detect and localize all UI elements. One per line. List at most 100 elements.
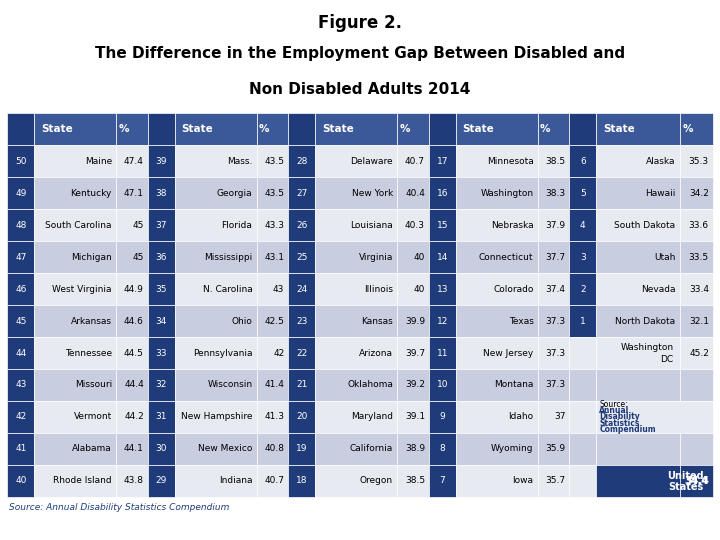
Bar	[7, 369, 35, 401]
Bar	[175, 401, 256, 433]
Bar	[148, 337, 175, 369]
Bar	[7, 241, 35, 273]
Text: Wyoming: Wyoming	[491, 444, 534, 454]
Bar	[428, 145, 456, 177]
Text: 13: 13	[436, 285, 448, 294]
Text: Wisconsin: Wisconsin	[207, 381, 253, 389]
Text: 38.5: 38.5	[405, 476, 425, 485]
Bar	[116, 337, 148, 369]
Bar	[397, 177, 428, 210]
Bar	[428, 369, 456, 401]
Text: 41: 41	[15, 444, 27, 454]
Bar	[315, 433, 397, 465]
Text: State: State	[322, 124, 354, 134]
Text: 33.4: 33.4	[689, 285, 708, 294]
Text: Maryland: Maryland	[351, 413, 393, 421]
Text: 40: 40	[413, 253, 425, 262]
Bar	[456, 465, 538, 497]
Text: States: States	[668, 482, 703, 492]
Bar	[148, 433, 175, 465]
Bar	[596, 113, 680, 145]
Text: South Carolina: South Carolina	[45, 221, 112, 230]
Text: 45.2: 45.2	[690, 348, 709, 357]
Bar	[148, 305, 175, 337]
Text: 42: 42	[273, 348, 284, 357]
Text: The Difference in the Employment Gap Between Disabled and: The Difference in the Employment Gap Bet…	[95, 46, 625, 62]
Bar	[175, 177, 256, 210]
Text: Alaska: Alaska	[646, 157, 675, 166]
Text: 27: 27	[296, 189, 307, 198]
Bar	[175, 369, 256, 401]
Text: 42: 42	[15, 413, 27, 421]
Bar	[148, 113, 175, 145]
Bar	[116, 401, 148, 433]
Text: 37: 37	[156, 221, 167, 230]
Bar	[35, 145, 116, 177]
Text: 21: 21	[296, 381, 307, 389]
Bar	[680, 113, 713, 145]
Text: 24: 24	[296, 285, 307, 294]
Bar	[680, 273, 713, 305]
Bar	[570, 273, 596, 305]
Bar	[35, 369, 116, 401]
Bar	[456, 145, 538, 177]
Bar	[456, 113, 538, 145]
Bar	[538, 177, 570, 210]
Bar	[680, 177, 713, 210]
Bar	[315, 210, 397, 241]
Bar	[397, 337, 428, 369]
Bar	[256, 273, 288, 305]
Bar	[397, 210, 428, 241]
Text: 44: 44	[15, 348, 27, 357]
Bar	[596, 145, 680, 177]
Text: Nebraska: Nebraska	[491, 221, 534, 230]
Bar	[116, 273, 148, 305]
Text: Maine: Maine	[85, 157, 112, 166]
Bar	[256, 210, 288, 241]
Text: N. Carolina: N. Carolina	[202, 285, 253, 294]
Text: Non Disabled Adults 2014: Non Disabled Adults 2014	[249, 82, 471, 97]
Bar	[397, 113, 428, 145]
Text: 39.7: 39.7	[405, 348, 425, 357]
Bar	[256, 177, 288, 210]
Text: 38.9: 38.9	[405, 444, 425, 454]
Bar	[456, 273, 538, 305]
Text: 48: 48	[15, 221, 27, 230]
Bar	[680, 145, 713, 177]
Text: Statistics: Statistics	[599, 419, 639, 428]
Text: Colorado: Colorado	[493, 285, 534, 294]
Bar	[680, 305, 713, 337]
Text: 33.5: 33.5	[689, 253, 708, 262]
Text: 22: 22	[296, 348, 307, 357]
Bar	[680, 210, 713, 241]
Text: State: State	[462, 124, 494, 134]
Text: California: California	[350, 444, 393, 454]
Text: Washington: Washington	[480, 189, 534, 198]
Bar	[7, 337, 35, 369]
Bar	[680, 433, 713, 465]
Text: Utah: Utah	[654, 253, 675, 262]
Text: 34: 34	[156, 316, 167, 326]
Bar	[315, 337, 397, 369]
Text: 36: 36	[156, 253, 167, 262]
Text: North Dakota: North Dakota	[616, 316, 675, 326]
Bar	[315, 305, 397, 337]
Text: Hawaii: Hawaii	[645, 189, 675, 198]
Text: Oregon: Oregon	[360, 476, 393, 485]
Bar	[116, 113, 148, 145]
Text: 44.1: 44.1	[124, 444, 144, 454]
Bar	[596, 273, 680, 305]
Bar	[680, 337, 713, 369]
Bar	[538, 145, 570, 177]
Text: United: United	[667, 471, 703, 481]
Bar	[596, 433, 680, 465]
Bar	[256, 145, 288, 177]
Text: 38.5: 38.5	[545, 157, 565, 166]
Text: 35.7: 35.7	[545, 476, 565, 485]
Bar	[148, 210, 175, 241]
Bar	[116, 305, 148, 337]
Text: 44.4: 44.4	[124, 381, 144, 389]
Text: 14: 14	[436, 253, 448, 262]
Bar	[148, 369, 175, 401]
Bar	[256, 113, 288, 145]
